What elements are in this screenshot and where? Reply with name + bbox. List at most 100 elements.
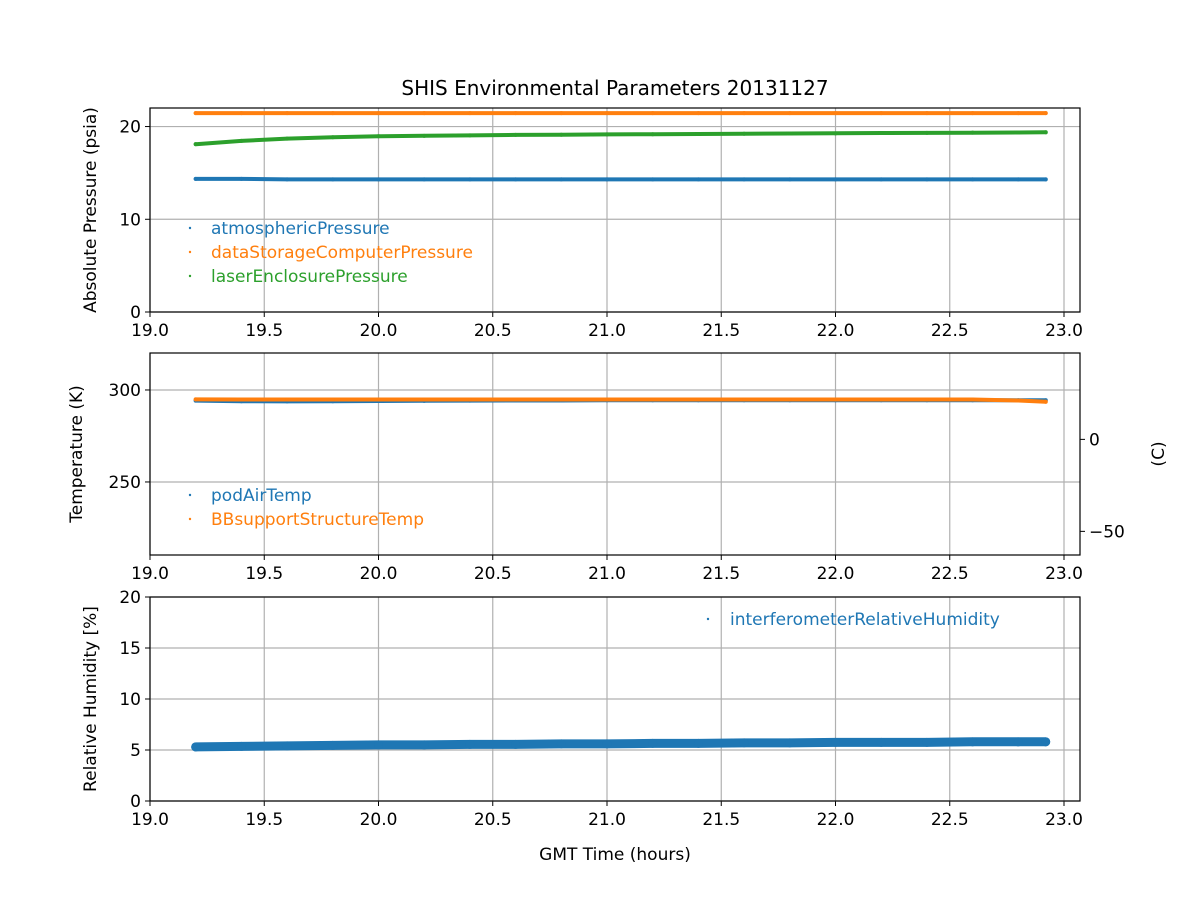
data-point [513, 177, 518, 182]
data-point [924, 397, 929, 402]
data-point [833, 177, 838, 182]
data-point [968, 737, 978, 747]
x-axis-label: GMT Time (hours) [539, 845, 691, 865]
data-point [376, 177, 381, 182]
data-point [422, 177, 427, 182]
data-point [285, 136, 290, 141]
x-tick-label: 19.5 [245, 321, 283, 341]
panel-2: 19.0 19.5 20.0 20.5 21.0 21.5 22.0 22.5 23.0 250 3… [67, 352, 1169, 584]
data-point [924, 111, 929, 116]
legend-label: interferometerRelativeHumidity [730, 610, 1000, 630]
series-line [193, 397, 1048, 404]
x-tick-label: 22.5 [931, 564, 969, 584]
data-point [879, 131, 884, 136]
axes-frame [149, 107, 1081, 313]
data-point [696, 131, 701, 136]
legend-label: podAirTemp [211, 486, 312, 506]
x-tick-label: 22.0 [817, 810, 855, 830]
data-point [330, 111, 335, 116]
data-point [285, 177, 290, 182]
legend-label: laserEnclosurePressure [211, 267, 408, 287]
data-point [1043, 130, 1048, 135]
data-point [1043, 177, 1048, 182]
data-point [513, 397, 518, 402]
x-tick-label: 21.5 [702, 564, 740, 584]
data-point [742, 131, 747, 136]
data-point [285, 397, 290, 402]
data-point [511, 739, 521, 749]
data-point [831, 737, 841, 747]
legend-marker [188, 250, 192, 254]
data-point [330, 135, 335, 140]
data-point [236, 741, 246, 751]
series-line [193, 176, 1048, 182]
data-point [787, 397, 792, 402]
data-point [650, 177, 655, 182]
data-point [559, 111, 564, 116]
data-point [833, 397, 838, 402]
data-point [605, 397, 610, 402]
data-point [970, 177, 975, 182]
data-point [465, 739, 475, 749]
data-point [742, 397, 747, 402]
axes-frame [149, 352, 1081, 556]
data-point [696, 177, 701, 182]
x-tick-label: 19.0 [131, 810, 169, 830]
series-atmosphericPressure [193, 176, 1048, 182]
legend-marker [188, 493, 192, 497]
series-line [193, 130, 1048, 147]
y-tick-label: 0 [130, 792, 141, 812]
data-point [1016, 111, 1021, 116]
y-tick-label: 10 [119, 690, 141, 710]
data-point [422, 111, 427, 116]
data-point [602, 739, 612, 749]
data-point [328, 740, 338, 750]
data-point [1043, 111, 1048, 116]
data-point [285, 111, 290, 116]
data-point [605, 111, 610, 116]
x-tick-label: 22.0 [817, 564, 855, 584]
data-point [422, 397, 427, 402]
x-tick-label: 22.5 [931, 810, 969, 830]
data-point [193, 176, 198, 181]
data-point [330, 177, 335, 182]
data-point [193, 397, 198, 402]
x-tick-label: 21.0 [588, 810, 626, 830]
data-point [376, 397, 381, 402]
data-point [1041, 737, 1051, 747]
data-point [696, 111, 701, 116]
data-point [193, 142, 198, 147]
y-right-tick-label: 0 [1089, 430, 1100, 450]
data-point [787, 177, 792, 182]
data-point [556, 739, 566, 749]
data-point [739, 738, 749, 748]
x-tick-label: 19.5 [245, 810, 283, 830]
data-point [833, 111, 838, 116]
x-tick-label: 20.0 [360, 321, 398, 341]
x-tick-label: 19.0 [131, 321, 169, 341]
data-point [742, 111, 747, 116]
data-point [376, 134, 381, 139]
chart-title: SHIS Environmental Parameters 20131127 [401, 76, 828, 100]
data-point [467, 133, 472, 138]
y-tick-label: 5 [130, 741, 141, 761]
x-tick-label: 21.5 [702, 810, 740, 830]
data-point [650, 111, 655, 116]
y-tick-label: 250 [109, 473, 141, 493]
data-point [1016, 177, 1021, 182]
y-axis-label: Relative Humidity [%] [81, 606, 101, 792]
data-point [648, 738, 658, 748]
data-point [1016, 398, 1021, 403]
data-point [193, 111, 198, 116]
data-point [559, 397, 564, 402]
data-point [513, 111, 518, 116]
data-point [833, 131, 838, 136]
y-axis-label: Absolute Pressure (psia) [81, 107, 101, 313]
data-point [650, 132, 655, 137]
data-point [282, 741, 292, 751]
data-point [1013, 737, 1023, 747]
data-point [1016, 130, 1021, 135]
data-point [191, 742, 201, 752]
data-point [239, 397, 244, 402]
